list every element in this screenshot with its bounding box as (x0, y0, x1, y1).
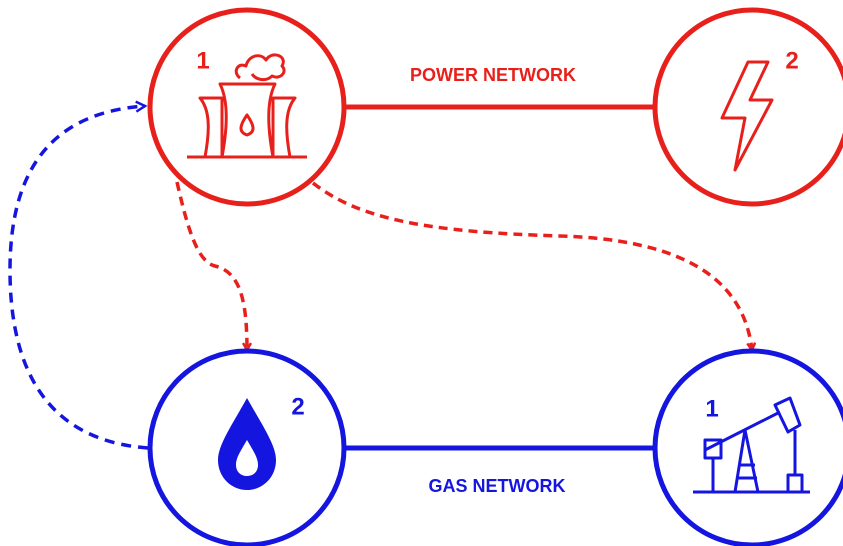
power-plant-icon (187, 53, 307, 159)
node-number: 2 (291, 393, 304, 420)
dashed-arrow (8, 100, 149, 450)
node-circle (147, 7, 347, 207)
node-number: 1 (705, 395, 718, 422)
pump-jack-icon (693, 396, 810, 494)
dashed-arrow (175, 181, 247, 350)
node-number: 2 (785, 47, 798, 74)
drop-icon (218, 398, 276, 490)
dashed-arrow (311, 181, 752, 350)
node-number: 1 (196, 47, 209, 74)
lightning-icon (720, 60, 774, 172)
edge-label: POWER NETWORK (410, 65, 576, 85)
edge-label: GAS NETWORK (429, 476, 566, 496)
node-circle (147, 348, 347, 546)
node-circle (652, 7, 843, 207)
